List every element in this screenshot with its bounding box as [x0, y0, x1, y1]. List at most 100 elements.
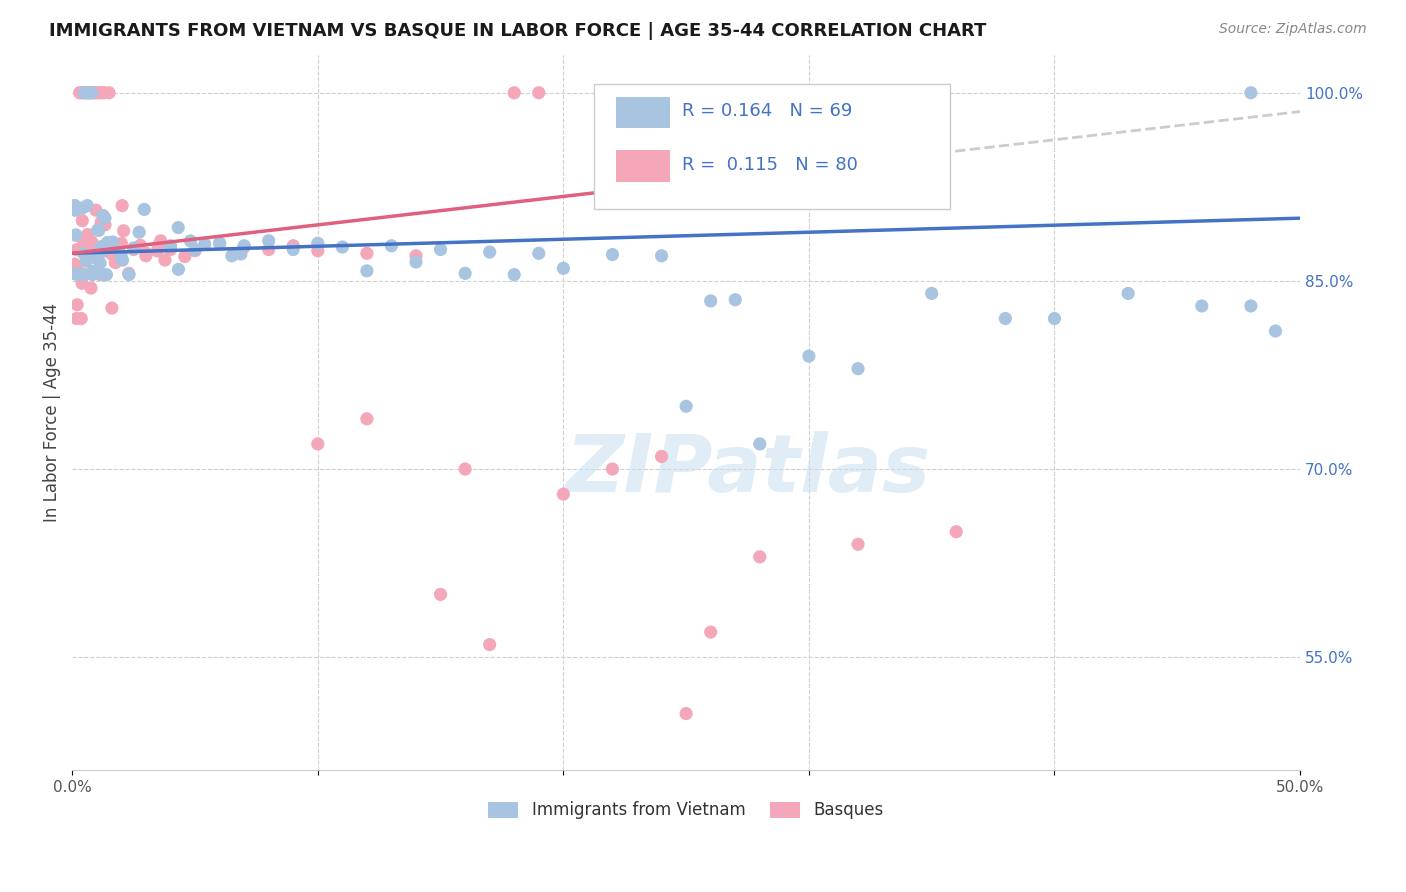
Point — [83, 86, 105, 100]
Point — [429, 587, 451, 601]
Text: R =  0.115   N = 80: R = 0.115 N = 80 — [682, 155, 858, 174]
Point — [73, 86, 96, 100]
Point — [283, 239, 305, 253]
Point — [118, 268, 141, 282]
Point — [72, 201, 94, 215]
Point — [356, 246, 378, 260]
Point — [86, 86, 108, 100]
Point — [135, 249, 157, 263]
Point — [429, 243, 451, 257]
Point — [63, 199, 86, 213]
Point — [149, 234, 172, 248]
Point — [173, 250, 195, 264]
Point — [91, 209, 114, 223]
Point — [135, 246, 157, 260]
Point — [87, 223, 110, 237]
Point — [66, 263, 89, 277]
Point — [94, 218, 117, 232]
Point — [96, 235, 118, 250]
Y-axis label: In Labor Force | Age 35-44: In Labor Force | Age 35-44 — [44, 303, 60, 522]
Point — [91, 244, 114, 259]
Point — [128, 225, 150, 239]
Point — [104, 255, 127, 269]
Point — [194, 237, 217, 252]
Point — [96, 268, 118, 282]
Point — [63, 257, 86, 271]
Point — [184, 244, 207, 258]
Point — [478, 638, 501, 652]
Point — [90, 240, 112, 254]
Text: Source: ZipAtlas.com: Source: ZipAtlas.com — [1219, 22, 1367, 37]
Point — [104, 247, 127, 261]
FancyBboxPatch shape — [595, 84, 950, 209]
Point — [1264, 324, 1286, 338]
Point — [65, 228, 87, 243]
Point — [65, 243, 87, 257]
Point — [148, 239, 170, 253]
Point — [675, 399, 697, 413]
Point — [602, 462, 624, 476]
Point — [527, 86, 550, 100]
Point — [93, 86, 115, 100]
Point — [63, 263, 86, 277]
Point — [1240, 86, 1263, 100]
Point — [70, 86, 93, 100]
Point — [748, 437, 770, 451]
Point — [79, 238, 101, 252]
Point — [72, 268, 94, 282]
Point — [233, 240, 256, 254]
Point — [153, 252, 176, 267]
Point — [70, 277, 93, 291]
Point — [89, 256, 111, 270]
Point — [945, 524, 967, 539]
Point — [111, 253, 134, 268]
Point — [699, 625, 721, 640]
Point — [90, 86, 112, 100]
Point — [1191, 299, 1213, 313]
Point — [257, 234, 280, 248]
Text: R = 0.164   N = 69: R = 0.164 N = 69 — [682, 102, 853, 120]
Point — [307, 236, 329, 251]
Point — [76, 199, 98, 213]
Point — [110, 236, 132, 251]
Point — [527, 246, 550, 260]
Point — [101, 301, 124, 315]
Point — [80, 235, 103, 249]
Point — [94, 211, 117, 226]
Point — [82, 250, 104, 264]
Point — [1043, 311, 1066, 326]
Point — [87, 223, 110, 237]
Point — [330, 240, 353, 254]
Point — [180, 234, 202, 248]
Point — [146, 244, 169, 258]
Point — [184, 243, 207, 257]
Point — [356, 264, 378, 278]
Point — [80, 281, 103, 295]
Point — [82, 268, 104, 282]
Point — [233, 239, 256, 253]
Point — [356, 412, 378, 426]
Point — [454, 266, 477, 280]
Point — [72, 213, 94, 227]
Point — [76, 227, 98, 242]
Point — [89, 86, 111, 100]
Point — [846, 537, 869, 551]
Point — [167, 220, 190, 235]
Point — [797, 349, 820, 363]
Point — [73, 244, 96, 258]
Point — [748, 549, 770, 564]
Point — [651, 450, 673, 464]
Point — [80, 86, 103, 100]
Point — [73, 268, 96, 282]
Point — [159, 239, 181, 253]
Point — [1116, 286, 1139, 301]
Point — [307, 244, 329, 258]
Point — [79, 86, 101, 100]
Point — [283, 243, 305, 257]
Point — [73, 246, 96, 260]
Point — [97, 240, 120, 254]
Point — [82, 264, 104, 278]
Point — [122, 241, 145, 255]
Point — [118, 266, 141, 280]
Point — [921, 286, 943, 301]
